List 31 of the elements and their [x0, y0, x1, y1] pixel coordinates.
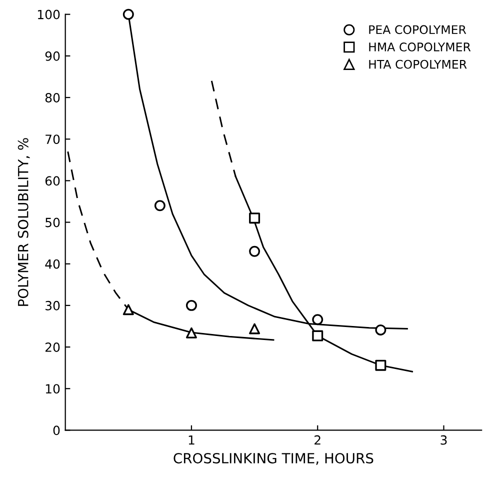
point	[375, 360, 386, 371]
y-tick-label: 30	[46, 300, 60, 310]
y-tick-label: 20	[45, 342, 60, 352]
legend-label: HMA COPOLYMER	[369, 42, 471, 52]
point	[122, 304, 134, 316]
point	[154, 200, 166, 212]
point	[186, 300, 197, 311]
x-tick-label: 2	[314, 435, 320, 445]
point	[122, 8, 134, 20]
y-axis-title: POLYMER SOLUBILITY, %	[18, 138, 30, 306]
legend-label: HTA COPOLYMER	[369, 60, 467, 69]
legend-label: PEA COPOLYMER	[369, 25, 466, 34]
y-tick-label: 70	[46, 134, 60, 144]
y-tick-label: 60	[45, 176, 60, 186]
y-tick-label: 0	[53, 426, 60, 436]
x-tick-label: 3	[440, 435, 447, 445]
point	[249, 212, 260, 224]
point	[249, 246, 260, 257]
point	[312, 330, 324, 342]
point	[249, 323, 260, 334]
point	[186, 327, 197, 338]
y-tick-label: 10	[46, 384, 60, 394]
y-tick-label: 100	[38, 10, 60, 20]
y-tick-label: 90	[45, 51, 60, 61]
y-tick-label: 40	[45, 259, 60, 269]
point	[312, 314, 324, 326]
x-axis-title: CROSSLINKING TIME, HOURS	[174, 452, 374, 465]
y-tick-label: 50	[46, 218, 60, 228]
point	[375, 324, 386, 336]
y-tick-label: 80	[45, 92, 60, 102]
x-tick-label: 1	[188, 435, 194, 445]
